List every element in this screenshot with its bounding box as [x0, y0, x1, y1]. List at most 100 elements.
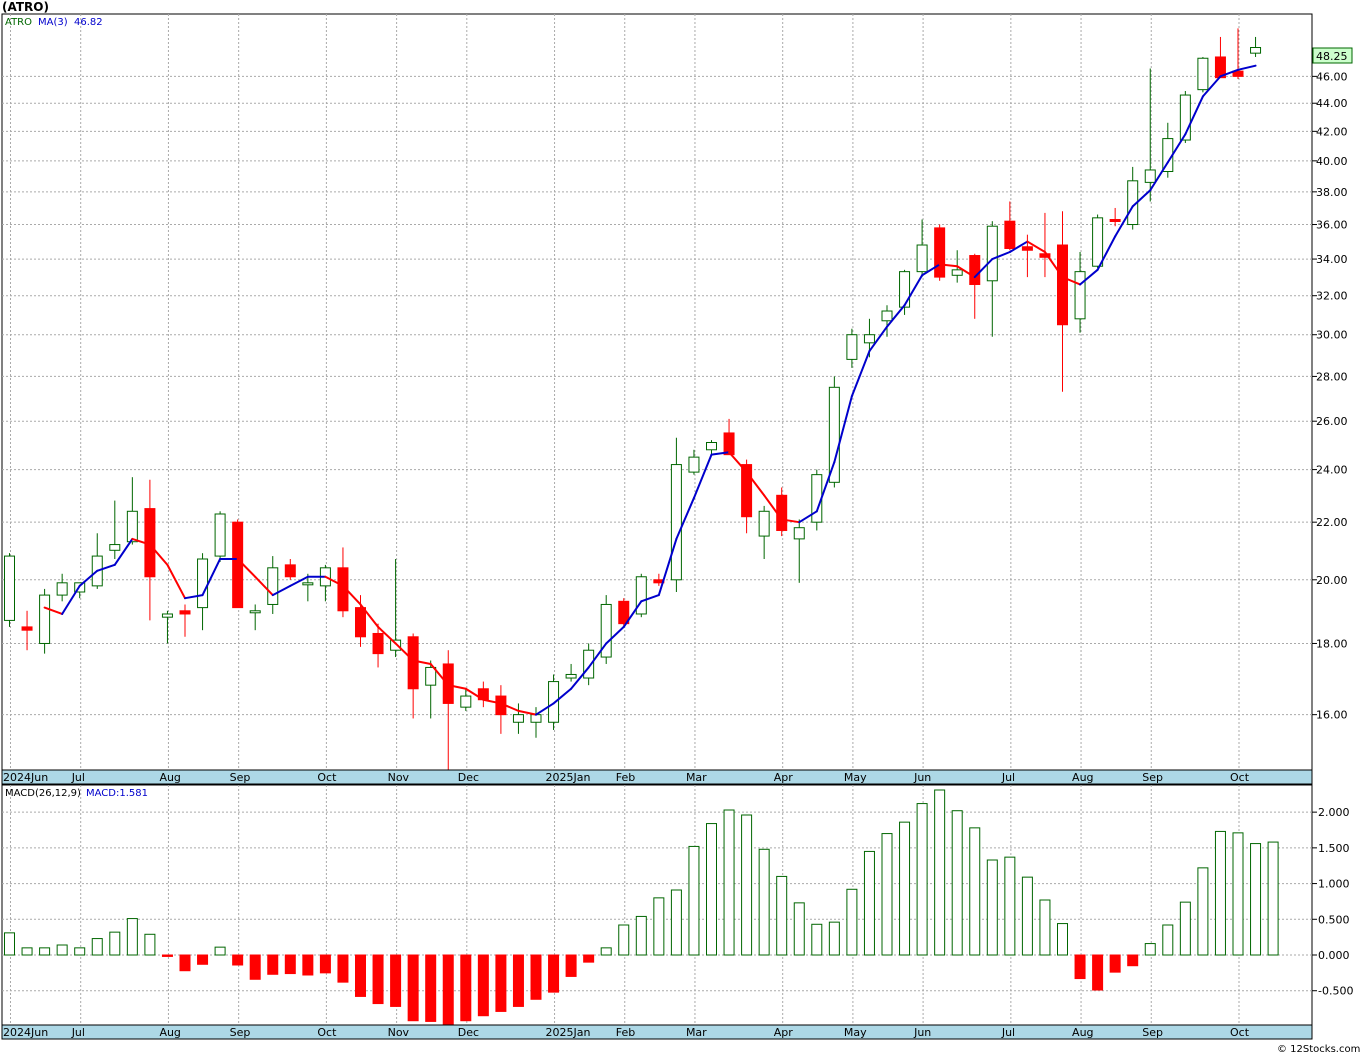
candle-body	[512, 714, 524, 723]
candle-body	[1021, 246, 1033, 251]
ma-segment	[833, 395, 853, 464]
ma-segment	[1096, 235, 1117, 271]
candle-body	[969, 255, 981, 285]
candle-body	[39, 594, 51, 644]
month-label: Oct	[1230, 771, 1250, 784]
price-tick-label: 26.00	[1316, 415, 1348, 428]
candle-body	[179, 610, 191, 615]
candle-body	[811, 474, 823, 523]
ma-segment	[447, 684, 467, 690]
month-label: Oct	[317, 771, 337, 784]
ma-segment	[605, 625, 625, 645]
macd-bar	[1109, 954, 1121, 973]
month-label: Aug	[159, 1026, 180, 1039]
ma-segment	[798, 510, 818, 524]
macd-bar	[407, 954, 419, 1022]
candle-body	[390, 639, 402, 651]
price-tick-label: 36.00	[1316, 219, 1348, 232]
macd-tick-label: 1.500	[1318, 842, 1350, 855]
macd-bar	[688, 845, 700, 956]
month-label: Sep	[1142, 1026, 1163, 1039]
month-label: Jul	[71, 771, 85, 784]
price-tick-label: 34.00	[1316, 253, 1348, 266]
candle-body	[1092, 217, 1104, 267]
month-label: Nov	[388, 1026, 410, 1039]
legend-macd-label: MACD(26,12,9)	[5, 788, 81, 799]
candle-body	[1004, 220, 1016, 249]
macd-bar	[635, 915, 647, 956]
candle-body	[1250, 47, 1262, 54]
candle-body	[1232, 70, 1244, 77]
ma-segment	[1061, 276, 1082, 286]
macd-bar	[56, 944, 68, 956]
ma-segment	[96, 563, 116, 572]
last-price-badge	[1312, 47, 1353, 64]
candle-body	[1074, 271, 1086, 320]
macd-bar	[197, 954, 209, 965]
ma-segment	[271, 584, 292, 597]
ma-segment	[236, 557, 257, 578]
macd-bar	[916, 803, 928, 956]
ma-segment	[394, 642, 415, 662]
candle-body	[56, 582, 68, 596]
macd-bar	[548, 954, 560, 993]
candle-body	[600, 603, 612, 658]
month-label: Mar	[686, 1026, 707, 1039]
price-tick-label: 18.00	[1316, 637, 1348, 650]
ma-segment	[815, 461, 836, 513]
ma-segment	[991, 250, 1011, 261]
ma-segment	[148, 543, 169, 566]
candle-body	[407, 636, 419, 690]
month-label: 2024Jun	[3, 1026, 48, 1039]
candle-body	[881, 310, 893, 322]
ma-segment	[43, 606, 64, 615]
macd-bar	[723, 809, 735, 956]
month-label: 2025Jan	[546, 771, 591, 784]
macd-tick-label: 1.000	[1318, 878, 1350, 891]
ma-segment	[184, 594, 204, 600]
ma-segment	[763, 494, 783, 521]
macd-bar	[1021, 876, 1033, 956]
candle-body	[1179, 94, 1191, 141]
legend-ticker: ATRO	[5, 17, 32, 28]
price-panel-frame	[1, 13, 1313, 772]
candle-body	[776, 494, 788, 531]
ma-segment	[710, 451, 731, 456]
ma-segment	[113, 537, 134, 566]
macd-bar	[495, 954, 507, 1012]
candle-body	[126, 510, 138, 543]
macd-bar	[109, 931, 121, 956]
ma-segment	[868, 325, 888, 353]
macd-bar	[442, 954, 454, 1026]
month-label: Apr	[774, 771, 794, 784]
price-tick-label: 20.00	[1316, 574, 1348, 587]
candle-body	[1109, 219, 1121, 223]
ma-segment	[254, 575, 274, 597]
candle-body	[1039, 253, 1051, 258]
macd-bar	[583, 954, 595, 963]
ma-segment	[780, 518, 801, 524]
macd-bar	[74, 947, 86, 956]
month-label: Jul	[1001, 771, 1015, 784]
candle-body	[267, 567, 279, 605]
month-label: Aug	[1072, 1026, 1093, 1039]
price-tick-label: 32.00	[1316, 290, 1348, 303]
ma-segment	[570, 666, 590, 690]
candle-body	[565, 673, 577, 679]
price-tick-label: 22.00	[1316, 516, 1348, 529]
candle-body	[916, 244, 928, 273]
month-label: Aug	[1072, 771, 1093, 784]
macd-bar	[828, 921, 840, 956]
macd-bar	[1179, 901, 1191, 956]
ma-segment	[1166, 133, 1187, 164]
macd-bar	[969, 827, 981, 956]
month-label: Apr	[774, 1026, 794, 1039]
macd-bar	[706, 823, 717, 956]
ma-segment	[745, 471, 766, 497]
month-label: Jun	[913, 771, 931, 784]
candle-body	[863, 334, 875, 344]
price-tick-label: 28.00	[1316, 370, 1348, 383]
macd-bar	[846, 888, 858, 956]
month-label: Dec	[458, 771, 479, 784]
macd-tick-label: 0.500	[1318, 913, 1350, 926]
